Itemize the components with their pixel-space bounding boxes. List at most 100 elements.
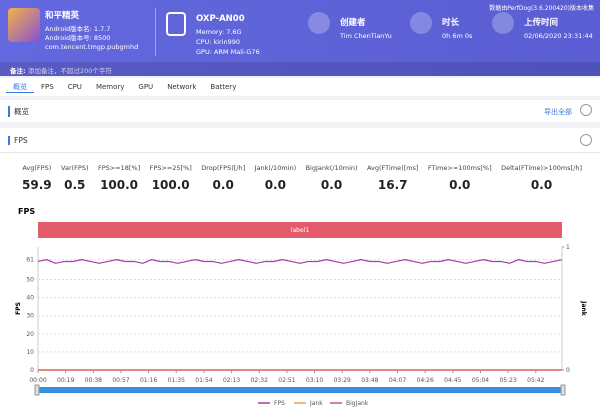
overview-panel: 概览 导出全部 xyxy=(0,100,600,122)
fps-chart: FPSlabel101020304050610100:0000:1900:380… xyxy=(0,200,600,411)
x-tick-label: 02:32 xyxy=(251,377,268,384)
stat-label: BigJank(/10min) xyxy=(306,164,358,172)
tab[interactable]: GPU xyxy=(131,83,160,91)
stat-value: 0.5 xyxy=(61,178,88,192)
version-code: Android版本号: 8500 xyxy=(45,32,110,42)
stat: Avg(FPS) 59.9 xyxy=(22,164,52,192)
x-tick-label: 03:10 xyxy=(306,377,323,384)
gpu: GPU: ARM Mali-G76 xyxy=(196,48,260,56)
device-icon xyxy=(166,12,186,36)
stat-label: Drop(FPS)[/h] xyxy=(201,164,245,172)
x-tick-label: 05:04 xyxy=(472,377,489,384)
note-input[interactable]: 添加备注，不超过200个字符 xyxy=(28,65,112,75)
tab[interactable]: Battery xyxy=(203,83,243,91)
game-name: 和平精英 xyxy=(45,9,79,21)
tab[interactable]: CPU xyxy=(61,83,89,91)
y2-axis-label: Jank xyxy=(580,300,587,317)
x-tick-label: 01:54 xyxy=(195,377,212,384)
stat: Var(FPS) 0.5 xyxy=(61,164,88,192)
fps-title: FPS xyxy=(8,136,28,145)
x-tick-label: 05:42 xyxy=(527,377,544,384)
stat: FPS>=18[%]100.0 xyxy=(98,164,140,192)
export-button[interactable]: 导出全部 xyxy=(544,107,572,117)
y-tick-label: 40 xyxy=(26,295,34,302)
y-tick-label: 61 xyxy=(26,257,34,264)
stat-label: Avg(FPS) xyxy=(22,164,52,172)
y-tick-label: 30 xyxy=(26,313,34,320)
collapse-button[interactable] xyxy=(580,104,592,116)
tab-bar: 概览FPSCPUMemoryGPUNetworkBattery xyxy=(0,78,600,96)
x-tick-label: 01:16 xyxy=(140,377,157,384)
stat-label: Var(FPS) xyxy=(61,164,88,172)
user-icon xyxy=(308,12,330,34)
stat-value: 0.0 xyxy=(255,178,297,192)
stat-label: Delta(FTime)>100ms[/h] xyxy=(501,164,582,172)
game-icon xyxy=(8,8,40,42)
stat: BigJank(/10min) 0.0 xyxy=(306,164,358,192)
x-tick-label: 02:13 xyxy=(223,377,240,384)
scroll-handle[interactable] xyxy=(35,385,39,395)
legend-label: Jank xyxy=(309,400,323,407)
clock-icon xyxy=(410,12,432,34)
x-tick-label: 03:48 xyxy=(361,377,378,384)
stat-label: FPS>=25[%] xyxy=(150,164,192,172)
stat-value: 100.0 xyxy=(150,178,192,192)
upload-icon xyxy=(492,12,514,34)
stat-value: 59.9 xyxy=(22,178,52,192)
scrollbar xyxy=(38,387,562,393)
overview-title: 概览 xyxy=(8,106,29,117)
x-tick-label: 04:07 xyxy=(389,377,406,384)
collapse-button[interactable] xyxy=(580,134,592,146)
creator-label: 创建者 xyxy=(340,16,366,28)
x-tick-label: 04:26 xyxy=(417,377,434,384)
stat: Delta(FTime)>100ms[/h] 0.0 xyxy=(501,164,582,192)
x-tick-label: 00:38 xyxy=(85,377,102,384)
stat: FPS>=25[%] 100.0 xyxy=(150,164,192,192)
duration-label: 时长 xyxy=(442,16,459,28)
tab[interactable]: Network xyxy=(160,83,203,91)
stat-label: FTime>=100ms[%] xyxy=(428,164,492,172)
memory: Memory: 7.6G xyxy=(196,28,242,36)
upload-time: 02/06/2020 23:31:44 xyxy=(524,32,593,40)
stat: Drop(FPS)[/h] 0.0 xyxy=(201,164,245,192)
x-tick-label: 01:35 xyxy=(168,377,185,384)
stat-value: 0.0 xyxy=(201,178,245,192)
tab[interactable]: Memory xyxy=(89,83,131,91)
stat: Avg(FTime)[ms]16.7 xyxy=(367,164,418,192)
collector: 数据由PerfDog(3.6.200420)版本收集 xyxy=(489,3,594,12)
x-tick-label: 04:45 xyxy=(444,377,461,384)
header: 和平精英 Android版本名: 1.7.7 Android版本号: 8500 … xyxy=(0,0,600,76)
divider xyxy=(0,152,600,153)
tab[interactable]: FPS xyxy=(34,83,61,91)
stat-value: 16.7 xyxy=(367,178,418,192)
tab[interactable]: 概览 xyxy=(6,82,34,93)
legend-label: FPS xyxy=(274,400,285,407)
duration: 0h 6m 0s xyxy=(442,32,472,40)
legend-label: BigJank xyxy=(346,400,369,407)
note-label: 备注: xyxy=(10,65,26,75)
note-bar: 备注: 添加备注，不超过200个字符 xyxy=(0,62,600,76)
chart-title: FPS xyxy=(18,207,35,216)
y-tick-label: 0 xyxy=(30,367,34,374)
stat-value: 0.0 xyxy=(428,178,492,192)
device-model: OXP-AN00 xyxy=(196,14,245,24)
stat-value: 0.0 xyxy=(306,178,358,192)
stat: Jank(/10min) 0.0 xyxy=(255,164,297,192)
upload-label: 上传时间 xyxy=(524,16,558,28)
stat-value: 0.0 xyxy=(501,178,582,192)
x-tick-label: 00:00 xyxy=(29,377,46,384)
y2-tick-label: 1 xyxy=(566,244,570,251)
package: com.tencent.tmgp.pubgmhd xyxy=(45,43,138,51)
x-tick-label: 02:51 xyxy=(278,377,295,384)
y-tick-label: 20 xyxy=(26,331,34,338)
annotation: label1 xyxy=(291,227,310,234)
y-axis-label: FPS xyxy=(15,302,22,315)
stat-value: 100.0 xyxy=(98,178,140,192)
cpu: CPU: kirin990 xyxy=(196,38,240,46)
scroll-handle xyxy=(561,385,565,395)
stat-label: Jank(/10min) xyxy=(255,164,297,172)
x-tick-label: 03:29 xyxy=(334,377,351,384)
y-tick-label: 50 xyxy=(26,277,34,284)
x-tick-label: 00:57 xyxy=(112,377,129,384)
